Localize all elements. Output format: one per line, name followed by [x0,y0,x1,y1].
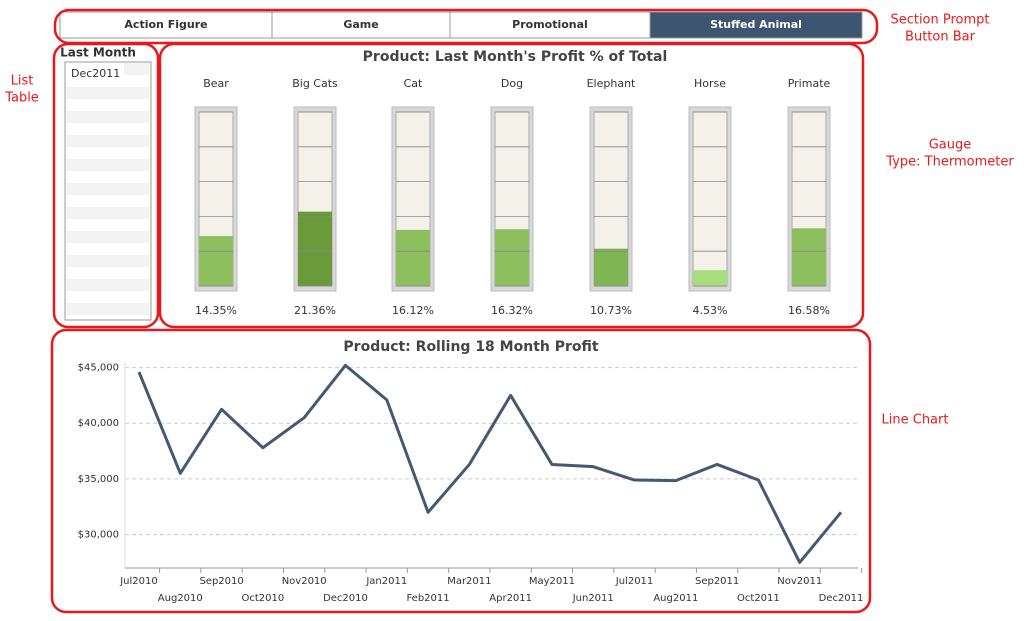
x-tick-label: Sep2011 [695,576,739,587]
x-tick-label: Jan2011 [365,576,407,587]
x-tick-label: May2011 [529,576,575,587]
gauge-value: 16.32% [491,304,533,317]
x-tick-label: Jun2011 [572,593,614,604]
table-row-bg [66,255,150,267]
table-cell[interactable]: Dec2011 [71,67,120,80]
x-tick-label: Aug2011 [653,593,698,604]
y-tick-label: $35,000 [78,474,119,485]
gauge-fill [792,228,826,286]
annotation-label: Type: Thermometer [885,155,1014,170]
annotation-box [50,328,872,614]
table-row-bg [66,303,150,315]
button-label[interactable]: Game [343,18,378,31]
table-row-bg [66,111,150,123]
table-row-bg [66,135,150,147]
table-row-bg [66,279,150,291]
gauge-value: 14.35% [195,304,237,317]
x-tick-label: Feb2011 [406,593,449,604]
gauge-fill [594,248,628,286]
button-label[interactable]: Action Figure [124,18,207,31]
chart-title: Product: Last Month's Profit % of Total [363,49,668,65]
annotation-label: Button Bar [905,30,976,45]
line-series [137,363,843,564]
x-tick-label: Oct2010 [242,593,285,604]
table-row-bg [66,183,150,195]
gauge-value: 21.36% [294,304,336,317]
gauge-label: Bear [203,77,229,90]
x-tick-label: Sep2010 [199,576,243,587]
table-row-bg [66,87,150,99]
button-label[interactable]: Promotional [512,18,588,31]
button-label[interactable]: Stuffed Animal [710,18,802,31]
x-tick-label: Jul2011 [615,576,654,587]
prompt-button[interactable] [649,11,863,39]
chart-title: Product: Rolling 18 Month Profit [343,339,598,355]
gauge-label: Horse [694,77,726,90]
table-header: Last Month [60,46,136,60]
x-tick-label: Aug2010 [158,593,203,604]
gauge-label: Cat [404,77,423,90]
gauge-label: Big Cats [292,77,338,90]
prompt-button[interactable] [449,11,651,39]
x-tick-label: Mar2011 [447,576,491,587]
table-row[interactable] [66,63,124,85]
gauge-value: 4.53% [693,304,728,317]
prompt-button[interactable] [59,11,273,39]
gauge-fill [693,270,727,286]
table-row-bg [66,159,150,171]
gauge-fill [199,236,233,286]
x-tick-label: Dec2011 [819,593,864,604]
gauge-tube [692,111,728,287]
y-tick-label: $40,000 [78,418,119,429]
y-tick-label: $30,000 [78,530,119,541]
gauge-label: Elephant [587,77,636,90]
x-tick-label: Dec2010 [323,593,368,604]
x-tick-label: Nov2011 [777,576,822,587]
x-tick-label: Jul2010 [119,576,158,587]
gauge-fill [298,211,332,286]
annotation-box [52,42,160,329]
gauge-value: 10.73% [590,304,632,317]
gauge-label: Primate [788,77,831,90]
table-row-bg [66,207,150,219]
gauge-fill [396,229,430,286]
x-tick-label: Nov2010 [282,576,327,587]
gauge-value: 16.12% [392,304,434,317]
x-tick-label: Oct2011 [737,593,780,604]
prompt-button[interactable] [271,11,451,39]
table-row-bg [66,231,150,243]
annotation-label: List [11,74,34,89]
gauge-value: 16.58% [788,304,830,317]
gauge-label: Dog [501,77,523,90]
x-tick-label: Apr2011 [489,593,532,604]
gauge-fill [495,229,529,286]
annotation-label: Table [4,91,39,106]
annotation-label: Gauge [929,138,972,153]
annotation-label: Section Prompt [890,13,989,28]
annotation-label: Line Chart [882,413,949,428]
annotation-box [158,42,865,329]
y-tick-label: $45,000 [78,363,119,374]
